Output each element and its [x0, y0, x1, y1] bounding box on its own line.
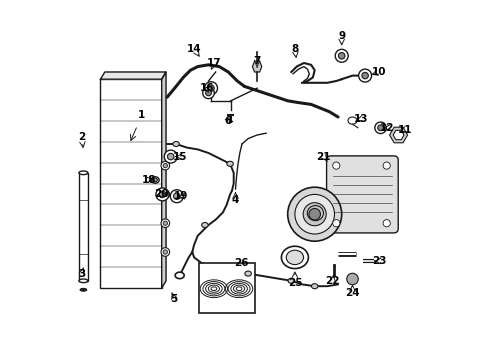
Text: 25: 25 — [287, 278, 302, 288]
Circle shape — [173, 193, 180, 199]
Text: 12: 12 — [379, 123, 393, 133]
Ellipse shape — [281, 246, 308, 269]
Circle shape — [382, 220, 389, 227]
Circle shape — [294, 194, 334, 234]
Circle shape — [159, 191, 165, 198]
Ellipse shape — [285, 250, 303, 265]
Circle shape — [335, 49, 347, 62]
Circle shape — [164, 150, 177, 163]
Circle shape — [156, 188, 168, 201]
Text: 24: 24 — [345, 288, 359, 298]
Circle shape — [205, 90, 211, 96]
Ellipse shape — [311, 284, 317, 289]
Circle shape — [377, 125, 383, 131]
Circle shape — [382, 162, 389, 169]
Circle shape — [163, 192, 167, 197]
Bar — [79, 173, 88, 281]
Ellipse shape — [226, 161, 233, 166]
Circle shape — [161, 248, 169, 256]
Text: 10: 10 — [371, 67, 386, 77]
Circle shape — [163, 221, 167, 225]
Circle shape — [361, 72, 367, 79]
Text: 16: 16 — [199, 83, 214, 93]
Text: 26: 26 — [233, 258, 247, 268]
Text: 13: 13 — [353, 114, 368, 124]
Text: 1: 1 — [138, 110, 145, 120]
Circle shape — [358, 69, 371, 82]
Ellipse shape — [80, 289, 86, 291]
Text: 14: 14 — [186, 44, 201, 54]
Circle shape — [161, 219, 169, 228]
Text: 5: 5 — [170, 294, 178, 304]
Circle shape — [308, 208, 320, 220]
Text: 8: 8 — [291, 44, 298, 54]
Ellipse shape — [151, 177, 159, 183]
Circle shape — [207, 85, 214, 91]
FancyBboxPatch shape — [326, 156, 397, 233]
Ellipse shape — [287, 278, 294, 283]
Circle shape — [374, 122, 386, 134]
Text: 22: 22 — [325, 276, 339, 286]
Text: 19: 19 — [174, 191, 188, 201]
Circle shape — [332, 162, 339, 169]
Circle shape — [170, 190, 183, 203]
Circle shape — [332, 220, 339, 227]
Text: 11: 11 — [397, 125, 411, 135]
Ellipse shape — [153, 178, 157, 182]
Text: 21: 21 — [316, 152, 330, 162]
Text: 7: 7 — [253, 56, 260, 66]
Circle shape — [163, 163, 167, 168]
Circle shape — [161, 190, 169, 199]
Ellipse shape — [201, 222, 208, 228]
Text: 23: 23 — [371, 256, 386, 266]
Text: 17: 17 — [206, 58, 221, 68]
Text: 6: 6 — [224, 116, 231, 126]
Polygon shape — [252, 61, 261, 72]
Circle shape — [303, 203, 325, 226]
Text: 15: 15 — [172, 152, 186, 162]
Text: 2: 2 — [78, 132, 85, 142]
Circle shape — [163, 250, 167, 254]
Text: 18: 18 — [142, 175, 156, 185]
Bar — [199, 263, 255, 313]
Text: 4: 4 — [231, 195, 239, 205]
Circle shape — [346, 273, 358, 285]
Bar — [101, 79, 162, 288]
Polygon shape — [162, 72, 166, 288]
Text: 3: 3 — [78, 269, 85, 279]
Text: 20: 20 — [154, 189, 169, 199]
Circle shape — [204, 82, 217, 95]
Circle shape — [167, 153, 174, 160]
Circle shape — [203, 87, 214, 99]
Ellipse shape — [81, 289, 85, 291]
Circle shape — [161, 161, 169, 170]
Circle shape — [287, 187, 341, 241]
Text: 9: 9 — [337, 31, 345, 41]
Ellipse shape — [172, 141, 179, 147]
Ellipse shape — [79, 279, 88, 283]
Polygon shape — [101, 72, 166, 79]
Ellipse shape — [244, 271, 251, 276]
Circle shape — [338, 53, 344, 59]
Ellipse shape — [79, 171, 88, 175]
